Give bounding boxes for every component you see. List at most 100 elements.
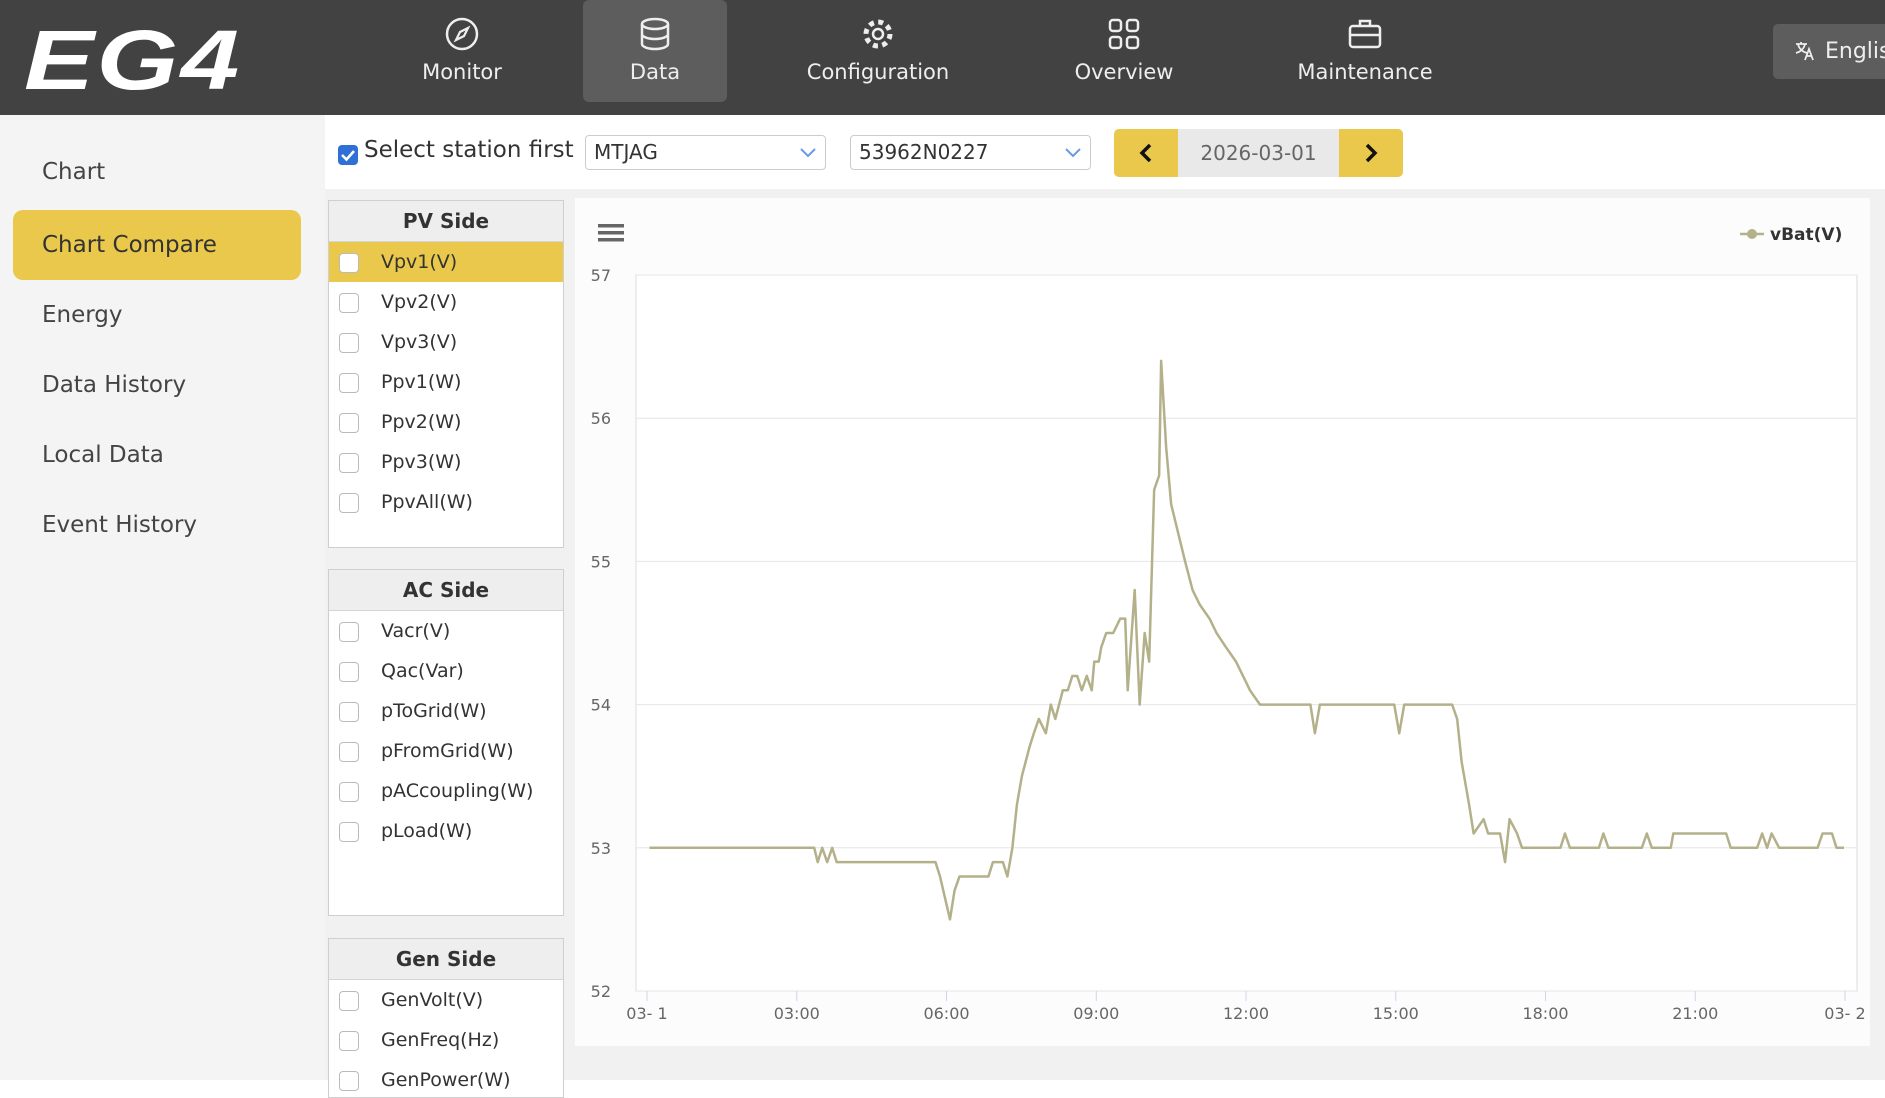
- icon: [1139, 143, 1152, 163]
- serial-select[interactable]: 53962N0227: [850, 135, 1091, 170]
- y-tick-label: 56: [591, 409, 611, 428]
- nav-maintenance[interactable]: Maintenance: [1293, 0, 1437, 102]
- checkbox[interactable]: [339, 453, 359, 473]
- panel-item-label: Ppv2(W): [381, 411, 462, 433]
- checkbox[interactable]: [338, 145, 358, 165]
- y-tick-label: 57: [591, 266, 611, 285]
- chart-card: 52 53 54 55 56 57 03- 1 03:00 06:00 09:00 12:00 15:…: [575, 198, 1870, 1046]
- nav-data[interactable]: Data: [583, 0, 727, 102]
- next-button[interactable]: [1339, 129, 1403, 177]
- nav-overview[interactable]: Overview: [1052, 0, 1196, 102]
- select-value: 53962N0227: [859, 140, 989, 164]
- y-tick-label: 54: [591, 696, 611, 715]
- sidebar-item[interactable]: Data History: [42, 372, 187, 398]
- nav-configuration[interactable]: Configuration: [806, 0, 950, 102]
- icon: [1365, 143, 1378, 163]
- logo[interactable]: EG4: [24, 13, 242, 107]
- checkbox[interactable]: [339, 333, 359, 353]
- checkbox[interactable]: [339, 702, 359, 722]
- x-tick-label: 09:00: [1073, 1004, 1119, 1023]
- checkbox[interactable]: [339, 1071, 359, 1091]
- panel-item-label: GenPower(W): [381, 1069, 511, 1091]
- sidebar-item[interactable]: Chart Compare: [13, 210, 301, 280]
- x-tick-label: 06:00: [923, 1004, 969, 1023]
- checkbox[interactable]: [339, 662, 359, 682]
- panel-item[interactable]: GenVolt(V): [329, 980, 563, 1020]
- panel-item-label: Ppv3(W): [381, 451, 462, 473]
- panel-item[interactable]: Ppv3(W): [329, 442, 563, 482]
- date-value[interactable]: 2026-03-01: [1200, 141, 1317, 165]
- icon: [1348, 19, 1382, 49]
- panel-item-label: pFromGrid(W): [381, 740, 514, 762]
- panel-item-label: GenFreq(Hz): [381, 1029, 500, 1051]
- panel-item-label: pLoad(W): [381, 820, 473, 842]
- panel-item-label: Vpv3(V): [381, 331, 458, 353]
- x-tick-label: 03- 2: [1824, 1004, 1865, 1023]
- nav-label: Overview: [1074, 60, 1174, 84]
- select-value: MTJAG: [594, 140, 658, 164]
- panel-item[interactable]: Vpv2(V): [329, 282, 563, 322]
- nav-label: Configuration: [806, 60, 950, 84]
- menu-bar: [598, 238, 624, 242]
- checkbox[interactable]: [339, 822, 359, 842]
- nav-label: Maintenance: [1297, 60, 1433, 84]
- panel-item-label: pToGrid(W): [381, 700, 487, 722]
- panel-item[interactable]: pFromGrid(W): [329, 731, 563, 771]
- data-line: [649, 359, 1844, 921]
- checkbox[interactable]: [339, 493, 359, 513]
- checkbox[interactable]: [339, 742, 359, 762]
- panel-item-label: GenVolt(V): [381, 989, 484, 1011]
- x-tick-label: 12:00: [1223, 1004, 1269, 1023]
- panel-title: AC Side: [329, 570, 563, 611]
- y-tick-label: 52: [591, 982, 611, 1001]
- select-station-label: Select station first: [364, 137, 574, 163]
- checkbox[interactable]: [339, 991, 359, 1011]
- panel-item[interactable]: Ppv2(W): [329, 402, 563, 442]
- panel-item[interactable]: Qac(Var): [329, 651, 563, 691]
- station-select[interactable]: MTJAG: [585, 135, 826, 170]
- y-tick-label: 53: [591, 839, 611, 858]
- panel-item[interactable]: GenFreq(Hz): [329, 1020, 563, 1060]
- panel-item[interactable]: Vpv1(V): [329, 242, 563, 282]
- icon: [1108, 18, 1140, 50]
- panel-item[interactable]: GenPower(W): [329, 1060, 563, 1097]
- panel-item[interactable]: Vpv3(V): [329, 322, 563, 362]
- sidebar-item[interactable]: Event History: [42, 512, 198, 538]
- checkbox[interactable]: [339, 293, 359, 313]
- nav-monitor[interactable]: Monitor: [390, 0, 534, 102]
- checkbox[interactable]: [339, 782, 359, 802]
- y-tick-label: 55: [591, 552, 611, 571]
- sidebar: Chart Chart Compare Energy Data History Loca…: [0, 115, 325, 1080]
- checkbox[interactable]: [339, 373, 359, 393]
- panel-item[interactable]: pLoad(W): [329, 811, 563, 851]
- panel-item-label: Qac(Var): [381, 660, 464, 682]
- x-tick-label: 21:00: [1672, 1004, 1718, 1023]
- checkbox[interactable]: [339, 622, 359, 642]
- panel-item[interactable]: pACcoupling(W): [329, 771, 563, 811]
- sidebar-item[interactable]: Chart: [42, 159, 106, 185]
- panel-item-label: Ppv1(W): [381, 371, 462, 393]
- checkbox[interactable]: [339, 1031, 359, 1051]
- legend-marker: [1747, 229, 1757, 239]
- panel-item-label: PpvAll(W): [381, 491, 473, 513]
- sidebar-item[interactable]: Local Data: [42, 442, 164, 468]
- header: EG4 Monitor Data Configuration Overview …: [0, 0, 1885, 115]
- panel-item[interactable]: Ppv1(W): [329, 362, 563, 402]
- panel-item-label: Vpv2(V): [381, 291, 458, 313]
- language-button[interactable]: English: [1773, 24, 1885, 79]
- toolbar: Select station first: [325, 115, 1885, 189]
- menu-icon[interactable]: [598, 224, 624, 242]
- nav-label: Data: [629, 60, 681, 84]
- prev-button[interactable]: [1114, 129, 1178, 177]
- panel-item[interactable]: pToGrid(W): [329, 691, 563, 731]
- sidebar-item[interactable]: Energy: [42, 302, 123, 328]
- panel-title: PV Side: [329, 201, 563, 242]
- panel: AC Side Vacr(V) Qac(Var) pToGrid(W) pFromGri…: [328, 569, 564, 916]
- checkbox[interactable]: [339, 253, 359, 273]
- panel-item[interactable]: Vacr(V): [329, 611, 563, 651]
- menu-bar: [598, 224, 624, 228]
- panel-item[interactable]: PpvAll(W): [329, 482, 563, 522]
- panel-item-label: Vpv1(V): [381, 251, 458, 273]
- checkbox[interactable]: [339, 413, 359, 433]
